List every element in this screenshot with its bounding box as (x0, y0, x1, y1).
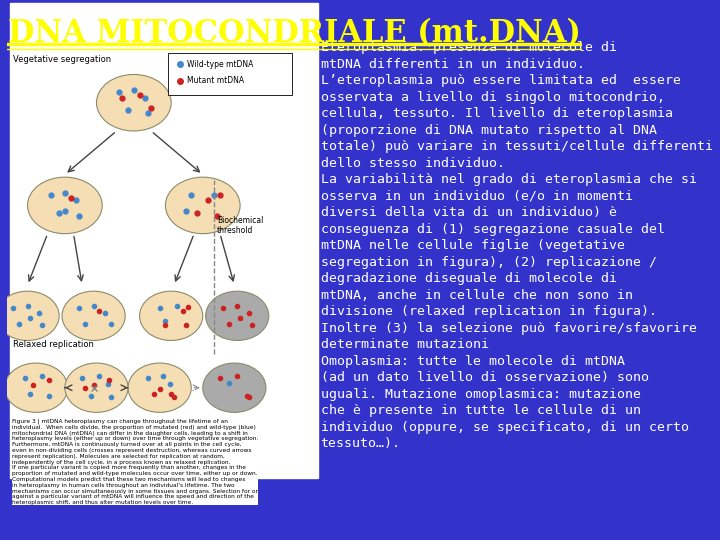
Ellipse shape (203, 363, 266, 413)
Text: Wild-type mtDNA: Wild-type mtDNA (187, 60, 253, 69)
Text: DNA MITOCONDRIALE (mt.DNA): DNA MITOCONDRIALE (mt.DNA) (8, 18, 581, 49)
Text: Figure 3 | mtDNA heteroplasmy can change throughout the lifetime of an
individua: Figure 3 | mtDNA heteroplasmy can change… (12, 418, 258, 505)
Text: Vegetative segregation: Vegetative segregation (13, 55, 112, 64)
Text: Relaxed replication: Relaxed replication (13, 340, 94, 349)
Ellipse shape (65, 363, 128, 413)
Ellipse shape (62, 291, 125, 341)
Ellipse shape (27, 177, 102, 234)
Ellipse shape (140, 291, 203, 341)
Text: Biochemical
threshold: Biochemical threshold (217, 215, 264, 235)
Ellipse shape (4, 363, 68, 413)
Ellipse shape (166, 177, 240, 234)
Ellipse shape (128, 363, 192, 413)
Ellipse shape (0, 291, 59, 341)
Text: Eteroplasmia: presenza di molecole di
mtDNA differenti in un individuo.
L’eterop: Eteroplasmia: presenza di molecole di mt… (320, 41, 713, 450)
FancyBboxPatch shape (10, 3, 318, 477)
Text: Mutant mtDNA: Mutant mtDNA (187, 76, 244, 85)
Ellipse shape (96, 75, 171, 131)
Ellipse shape (206, 291, 269, 341)
FancyBboxPatch shape (168, 53, 292, 95)
